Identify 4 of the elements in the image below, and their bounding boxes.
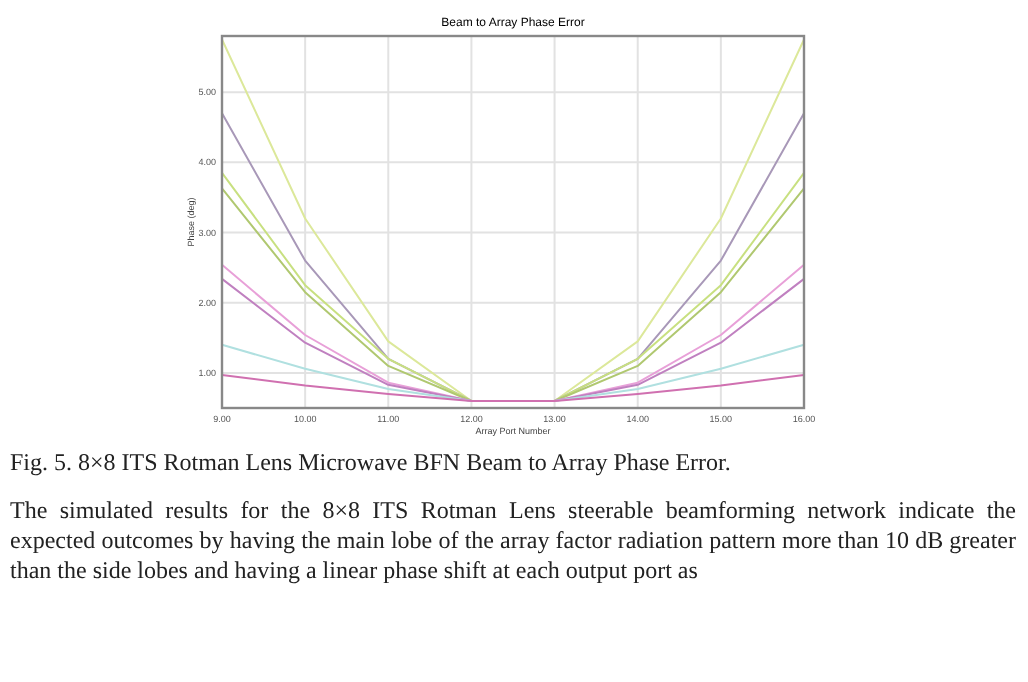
line-series — [221, 38, 805, 402]
caption: Fig. 5. 8×8 ITS Rotman Lens Microwave BFN Beam to Array Phase Error. — [10, 448, 733, 478]
line-series — [221, 374, 805, 402]
text: The simulated results for the 8×8 ITS Rotman Lens steerable beamforming network indicate the expected outcomes by having the main lobe of the array factor radiation pattern more than 10 dB greater than the side lobes and having a linear phase shift at each output port as — [10, 496, 1016, 586]
